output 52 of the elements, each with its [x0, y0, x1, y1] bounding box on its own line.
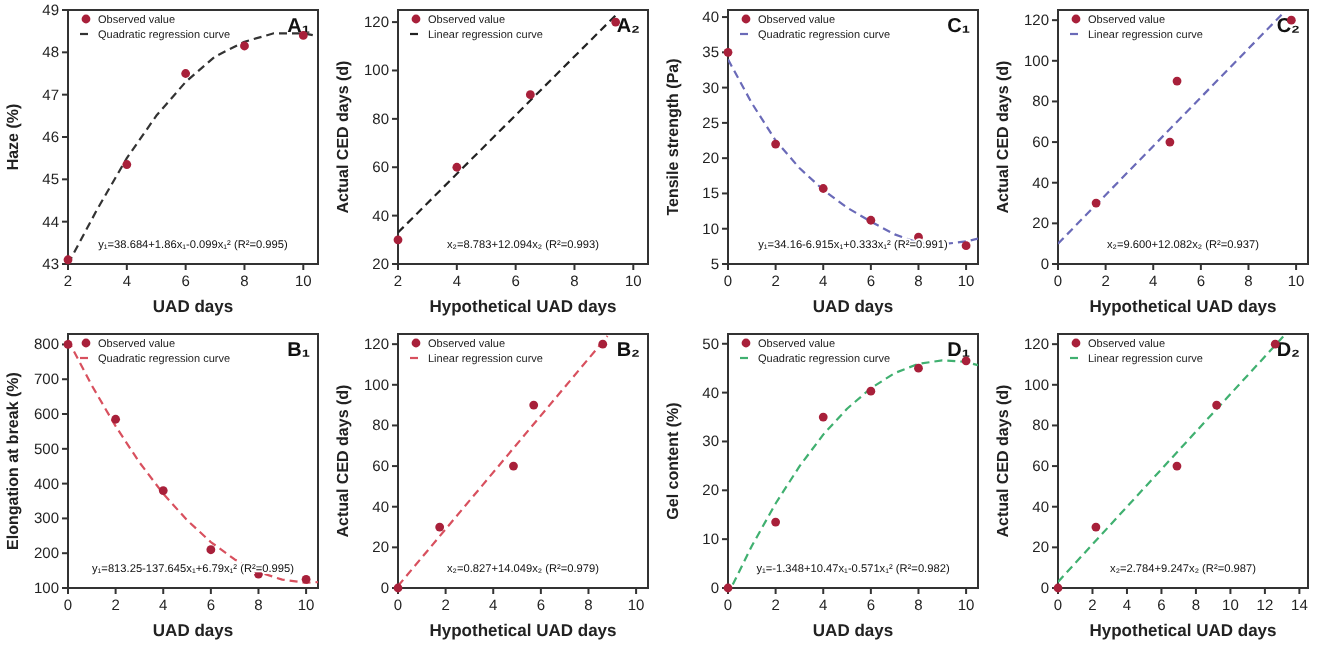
- x-axis-title: Hypothetical UAD days: [1089, 296, 1278, 316]
- point: [452, 162, 462, 172]
- point: [598, 339, 608, 349]
- chart-title: C₁: [947, 16, 970, 38]
- point: [122, 160, 132, 169]
- point: [509, 461, 518, 471]
- point: [866, 215, 876, 225]
- point: [63, 255, 73, 265]
- point: [240, 41, 249, 51]
- point: [206, 545, 216, 555]
- point: [301, 574, 311, 584]
- point: [1172, 76, 1182, 86]
- point: [771, 139, 781, 149]
- chart-title: A₂: [616, 16, 640, 38]
- point: [435, 522, 445, 532]
- x-axis-title: Hypothetical UAD days: [1089, 620, 1278, 640]
- y-axis-title: Tensile strength (Pa): [664, 57, 682, 216]
- point: [393, 235, 403, 245]
- point: [529, 400, 539, 410]
- x-axis-title: UAD days: [812, 620, 894, 640]
- point: [158, 486, 168, 495]
- point: [866, 386, 876, 396]
- point: [525, 90, 535, 100]
- point: [1212, 400, 1222, 410]
- point: [961, 241, 971, 251]
- x-axis-title: Hypothetical UAD days: [429, 620, 618, 640]
- y-axis-title: Gel content (%): [664, 401, 682, 520]
- chart-title: B₁: [287, 340, 310, 362]
- y-axis-title: Actual CED days (d): [994, 383, 1012, 538]
- x-axis-title: UAD days: [152, 296, 234, 316]
- point: [1091, 522, 1101, 532]
- y-axis-title: Actual CED days (d): [334, 59, 352, 214]
- y-axis-title: Haze (%): [4, 102, 22, 171]
- point: [1165, 137, 1175, 147]
- point: [181, 69, 191, 78]
- point: [1091, 198, 1101, 208]
- y-axis-title: Actual CED days (d): [334, 383, 352, 538]
- point: [818, 184, 828, 193]
- y-axis-title: Actual CED days (d): [994, 59, 1012, 214]
- x-axis-title: UAD days: [812, 296, 894, 316]
- point: [771, 517, 781, 527]
- point: [961, 356, 971, 366]
- point: [111, 414, 121, 424]
- chart-title: B₂: [616, 340, 640, 362]
- x-axis-title: Hypothetical UAD days: [429, 296, 618, 316]
- point: [818, 412, 828, 422]
- chart-title: D₁: [947, 340, 970, 362]
- x-axis-title: UAD days: [152, 620, 234, 640]
- point: [1172, 461, 1182, 471]
- y-axis-title: Elongation at break (%): [4, 371, 22, 550]
- chart-title: D₂: [1276, 340, 1300, 362]
- point: [914, 363, 923, 373]
